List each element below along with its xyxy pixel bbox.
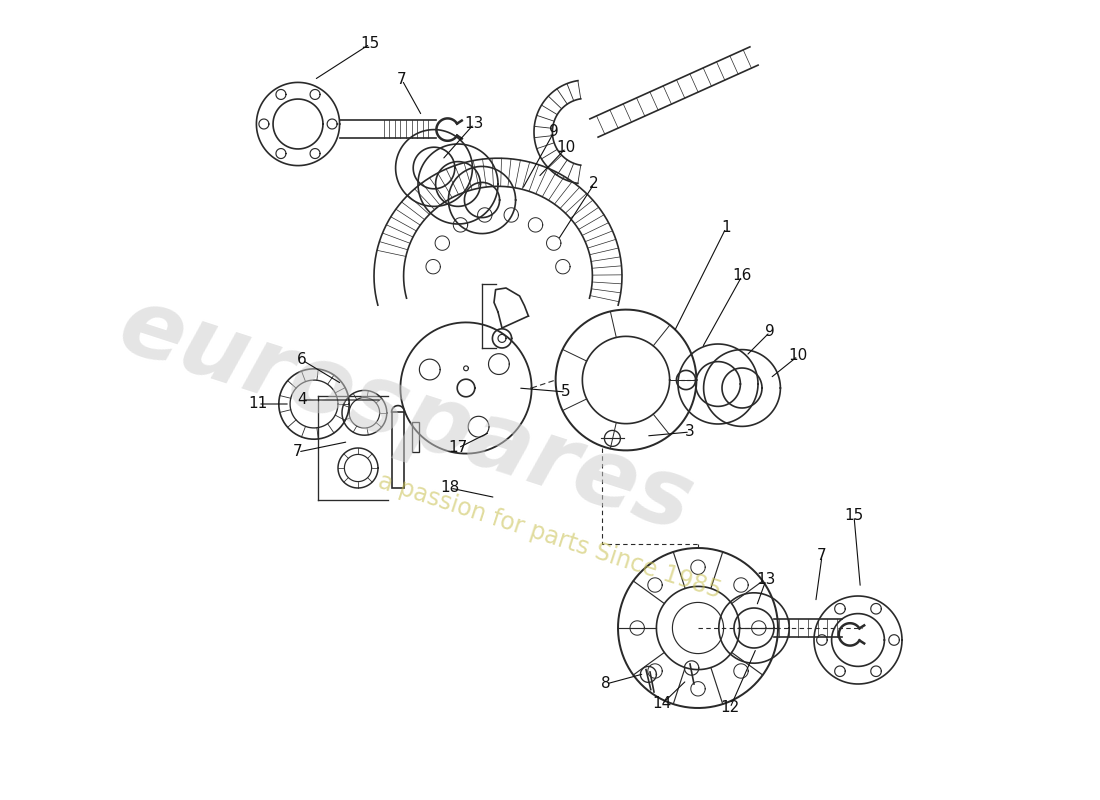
Text: 7: 7	[294, 445, 302, 459]
Text: 16: 16	[733, 269, 751, 283]
Text: a passion for parts Since 1985: a passion for parts Since 1985	[375, 469, 725, 603]
Text: 8: 8	[602, 677, 610, 691]
Text: 5: 5	[561, 385, 571, 399]
Text: 9: 9	[766, 325, 774, 339]
Text: 9: 9	[549, 125, 559, 139]
Text: 6: 6	[297, 353, 307, 367]
Text: 12: 12	[720, 701, 739, 715]
Text: 15: 15	[845, 509, 864, 523]
Text: 1: 1	[722, 221, 730, 235]
Text: 13: 13	[757, 573, 776, 587]
Text: 7: 7	[817, 549, 827, 563]
Text: 13: 13	[464, 117, 484, 131]
Text: 7: 7	[397, 73, 407, 87]
Text: 10: 10	[557, 141, 575, 155]
Bar	[392, 412, 405, 488]
Text: 10: 10	[789, 349, 807, 363]
Text: 18: 18	[440, 481, 460, 495]
Text: 11: 11	[249, 397, 267, 411]
Text: 14: 14	[652, 697, 672, 711]
Text: 17: 17	[449, 441, 468, 455]
Text: 3: 3	[685, 425, 695, 439]
Text: eurospares: eurospares	[108, 280, 704, 552]
Bar	[412, 422, 419, 452]
Text: 15: 15	[361, 37, 379, 51]
Text: 4: 4	[297, 393, 307, 407]
Text: 2: 2	[590, 177, 598, 191]
